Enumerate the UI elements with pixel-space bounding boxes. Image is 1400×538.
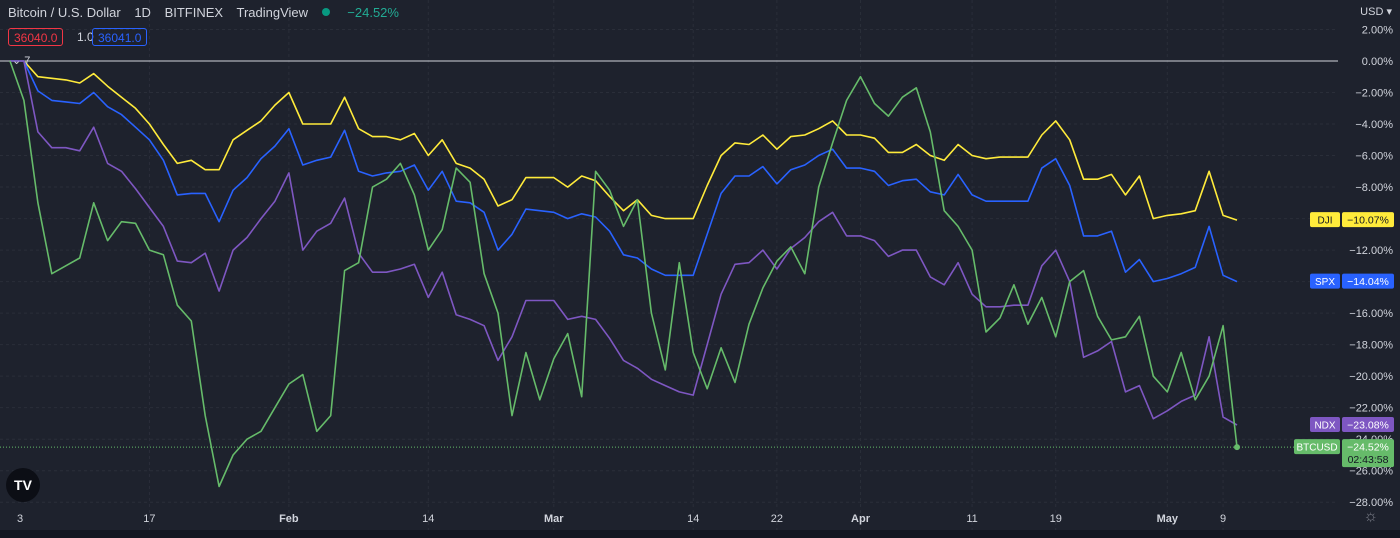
time-axis-strip	[0, 530, 1400, 538]
symbol-title[interactable]: Bitcoin / U.S. Dollar	[8, 5, 121, 20]
series-value-text: −10.07%	[1347, 215, 1389, 227]
series-label-spx: SPX −14.04%	[1310, 273, 1394, 289]
market-status-icon	[321, 8, 330, 16]
tradingview-logo-icon[interactable]: TV	[6, 468, 40, 502]
y-tick-label: −26.00%	[1349, 466, 1393, 478]
currency-selector[interactable]: USD ▾	[1360, 5, 1392, 18]
series-value-tag	[1342, 273, 1394, 289]
chevron-down-icon: ⌄	[12, 55, 22, 67]
x-tick-label: Mar	[544, 513, 564, 525]
series-label-dji: DJI −10.07%	[1310, 212, 1394, 228]
y-tick-label: −22.00%	[1349, 403, 1393, 415]
x-tick-label: 9	[1220, 513, 1226, 525]
y-tick-label: −20.00%	[1349, 371, 1393, 383]
x-tick-label: Feb	[279, 513, 299, 525]
x-tick-label: 22	[771, 513, 783, 525]
series-label-ndx: NDX −23.08%	[1310, 417, 1394, 433]
x-tick-label: 14	[687, 513, 699, 525]
change-percent: −24.52%	[347, 5, 399, 20]
series-name-tag	[1310, 417, 1340, 433]
indicator-count: 7	[24, 55, 31, 67]
x-tick-label: 19	[1050, 513, 1062, 525]
series-name-text: SPX	[1315, 277, 1335, 288]
series-name-text: NDX	[1314, 421, 1335, 432]
series-value-tag	[1342, 417, 1394, 433]
exchange-label: BITFINEX	[164, 5, 224, 20]
y-tick-label: −12.00%	[1349, 245, 1393, 257]
series-value-tag	[1342, 439, 1394, 468]
series-line-dji	[10, 60, 1238, 221]
series-value-tag	[1342, 212, 1394, 228]
series-name-tag	[1310, 212, 1340, 228]
y-tick-label: −2.00%	[1355, 87, 1393, 99]
y-tick-label: 0.00%	[1362, 56, 1393, 68]
y-tick-label: −4.00%	[1355, 119, 1393, 131]
x-tick-label: 11	[966, 513, 977, 525]
x-tick-label: 17	[143, 513, 155, 525]
y-tick-label: −16.00%	[1349, 308, 1393, 320]
interval-label[interactable]: 1D	[134, 5, 151, 20]
gear-icon[interactable]: ☼	[1363, 508, 1378, 525]
source-label: TradingView	[236, 5, 309, 20]
chart-header: Bitcoin / U.S. Dollar 1D BITFINEX Tradin…	[8, 5, 409, 20]
series-name-text: DJI	[1318, 216, 1333, 227]
bid-price-button[interactable]: 36040.0	[8, 28, 64, 46]
x-tick-label: 14	[422, 513, 434, 525]
series-value-text: −14.04%	[1347, 276, 1389, 288]
series-line-ndx	[10, 60, 1238, 426]
spread-value: 1.0	[77, 30, 94, 44]
series-name-text: BTCUSD	[1296, 443, 1337, 454]
series-value-text: −24.52%	[1347, 442, 1389, 454]
series-name-tag	[1310, 273, 1340, 289]
y-tick-label: −8.00%	[1355, 182, 1393, 194]
y-tick-label: 2.00%	[1362, 24, 1393, 36]
series-label-btcusd: BTCUSD −24.52%02:43:58	[1294, 439, 1394, 468]
series-line-btcusd	[9, 60, 1238, 488]
y-tick-label: −18.00%	[1349, 340, 1393, 352]
chevron-down-icon: ▾	[1386, 6, 1392, 18]
series-value-text: −23.08%	[1347, 420, 1389, 432]
y-tick-label: −28.00%	[1349, 497, 1393, 509]
x-tick-label: 3	[17, 513, 23, 525]
last-price-marker	[1234, 444, 1240, 451]
series-name-tag	[1294, 439, 1340, 455]
x-tick-label: Apr	[851, 513, 871, 525]
ask-price-button[interactable]: 36041.0	[92, 28, 148, 46]
x-tick-label: May	[1157, 513, 1179, 525]
series-line-spx	[10, 60, 1238, 283]
currency-label: USD	[1360, 6, 1384, 18]
countdown-text: 02:43:58	[1348, 454, 1389, 466]
y-tick-label: −6.00%	[1355, 151, 1393, 163]
indicators-toggle[interactable]: ⌄ 7	[12, 54, 30, 67]
